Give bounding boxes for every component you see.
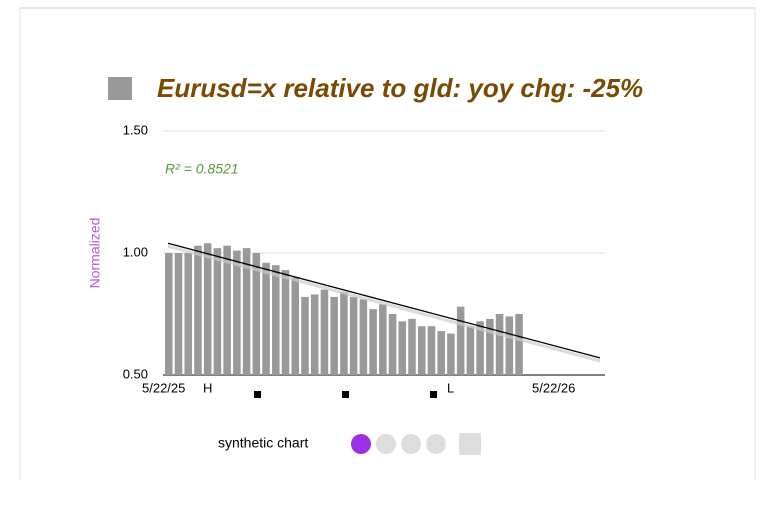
page-square[interactable] (459, 433, 481, 455)
marker-label: H (203, 380, 212, 395)
bar (291, 277, 300, 375)
bar (447, 333, 455, 375)
bar (408, 318, 416, 375)
bar (194, 245, 202, 375)
y-axis-label: Normalized (87, 218, 103, 289)
bar (242, 248, 251, 375)
bar (388, 314, 397, 375)
title-icon (108, 77, 132, 100)
marker-square (430, 391, 437, 398)
bar (359, 299, 368, 375)
x-tick-label: 5/22/25 (142, 380, 185, 395)
bar (349, 296, 358, 375)
bar (281, 270, 290, 375)
bar (213, 248, 222, 375)
bar (301, 296, 309, 375)
bar (515, 314, 523, 375)
bar (330, 296, 338, 375)
bar (233, 250, 241, 375)
bar (369, 309, 377, 375)
bar (165, 253, 173, 375)
marker-square (342, 391, 349, 398)
bar (310, 294, 319, 375)
bar (184, 253, 192, 375)
bar (252, 253, 261, 375)
bar (203, 243, 212, 375)
bar (476, 321, 484, 375)
page-dot[interactable] (376, 434, 396, 454)
bar (456, 306, 465, 375)
bar (223, 245, 231, 375)
y-tick-label: 1.00 (123, 244, 148, 259)
bar (262, 262, 270, 375)
bar (272, 265, 280, 375)
trendline-shadow (167, 244, 601, 363)
bar (398, 321, 407, 375)
bar (379, 304, 387, 375)
bar (427, 326, 436, 375)
bar (505, 316, 514, 375)
y-tick-label: 1.50 (123, 122, 148, 137)
chart-title: Eurusd=x relative to gld: yoy chg: -25% (157, 73, 643, 103)
page-dot[interactable] (401, 434, 421, 454)
bar (174, 253, 183, 375)
x-tick-label: 5/22/26 (532, 380, 575, 395)
trendline (167, 242, 601, 359)
marker-square (254, 391, 261, 398)
page-dot[interactable] (426, 434, 446, 454)
footer-label: synthetic chart (218, 435, 308, 451)
page-dot[interactable] (351, 434, 371, 454)
bar (466, 326, 475, 375)
bar (495, 314, 504, 375)
bar (417, 326, 426, 375)
annotation: R² = 0.8521 (165, 161, 239, 177)
bar (340, 292, 348, 375)
marker-label: L (447, 380, 454, 395)
bar (437, 331, 445, 375)
y-tick-label: 0.50 (123, 366, 148, 381)
bar (320, 289, 329, 375)
bar (486, 318, 494, 375)
